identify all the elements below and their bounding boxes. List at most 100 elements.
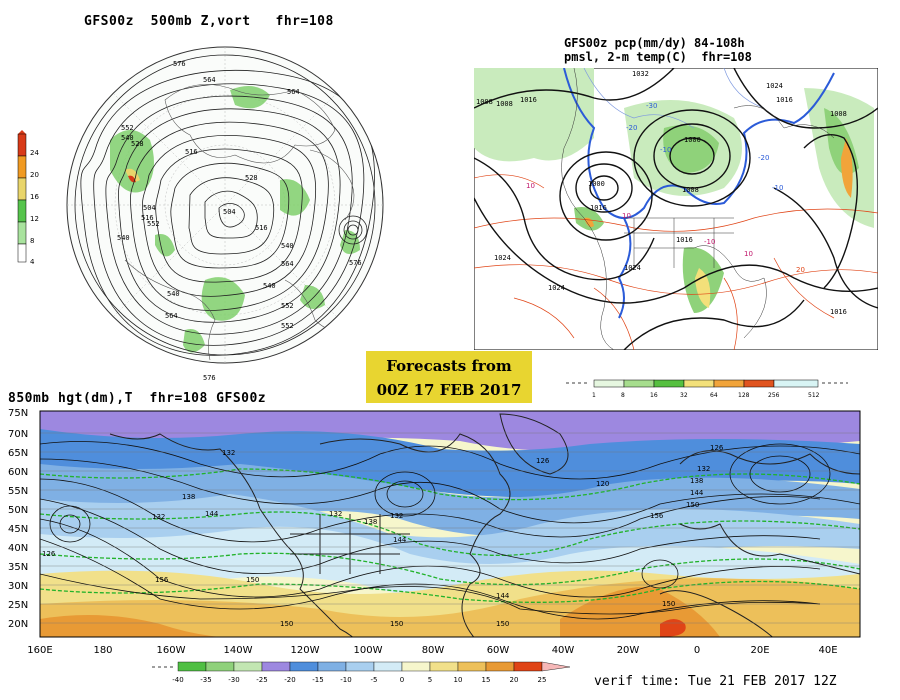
pcp-map-title-line2: pmsl, 2-m temp(C) fhr=108: [564, 50, 752, 64]
contour-label: 516: [255, 224, 268, 232]
height-label: 150: [390, 620, 403, 628]
contour-label: 564: [281, 260, 294, 268]
isobar-label: 1000: [684, 136, 701, 144]
temp-scale-label: 25: [538, 676, 547, 684]
latitude-label: 55N: [8, 486, 28, 497]
contour-label: 516: [185, 148, 198, 156]
temp-scale-label: -15: [312, 676, 323, 684]
temp-scale-label: 20: [510, 676, 519, 684]
isotherm-label: 10: [622, 212, 631, 220]
latitude-label: 75N: [8, 408, 28, 419]
isotherm-label: -10: [704, 238, 715, 246]
temp-scale-label: -10: [340, 676, 351, 684]
height-label: 132: [329, 510, 342, 518]
longitude-label: 20E: [750, 645, 769, 656]
latitude-label: 70N: [8, 429, 28, 440]
isobar-label: 1016: [676, 236, 693, 244]
height-label: 156: [650, 512, 664, 520]
contour-label: 564: [203, 76, 216, 84]
isobar-label: 1024: [494, 254, 511, 262]
longitude-label: 180: [93, 645, 112, 656]
pcp-scale-label: 256: [768, 392, 780, 399]
latitude-label: 35N: [8, 562, 28, 573]
longitude-label: 80W: [422, 645, 445, 656]
longitude-label: 160E: [27, 645, 52, 656]
height-label: 132: [152, 513, 165, 521]
longitude-label: 40W: [552, 645, 575, 656]
contour-label: 564: [287, 88, 300, 96]
height-label: 138: [364, 518, 377, 526]
height-label: 150: [662, 600, 675, 608]
contour-label: 528: [245, 174, 258, 182]
temp-scale-label: -5: [371, 676, 378, 684]
isobar-label: 1024: [548, 284, 565, 292]
temp-scale-label: -35: [200, 676, 211, 684]
pcp-pmsl-map: 1008 1016 1000 1032 1024 1016 1008 1000 …: [474, 68, 878, 350]
pcp-scale-label: 1: [592, 392, 596, 399]
isotherm-label: -30: [646, 102, 657, 110]
longitude-label: 100W: [354, 645, 383, 656]
contour-label: 528: [131, 140, 144, 148]
isotherm-label: -20: [626, 124, 637, 132]
contour-label: 540: [281, 242, 294, 250]
pcp-scale-label: 16: [650, 392, 658, 399]
height-label: 126: [536, 457, 550, 465]
isobar-label: 1032: [632, 70, 649, 78]
polar-500mb-map: 576 564 564 552 540 528 516 504 516 540 …: [66, 46, 384, 380]
vort-scale-label: 24: [30, 149, 39, 157]
vort-scale-label: 12: [30, 215, 39, 223]
contour-label: 540: [167, 290, 180, 298]
stamp-line2: 00Z 17 FEB 2017: [376, 381, 522, 399]
vort-scale-label: 4: [30, 258, 35, 266]
isotherm-label: -10: [660, 146, 671, 154]
isotherm-label: 10: [744, 250, 753, 258]
height-label: 156: [155, 576, 169, 584]
temp-scale-label: -20: [284, 676, 295, 684]
temp-scale-label: 15: [482, 676, 491, 684]
pcp-scale-label: 512: [808, 392, 820, 399]
isobar-label: 1016: [830, 308, 847, 316]
isobar-label: 1016: [520, 96, 537, 104]
contour-label: 540: [121, 134, 134, 142]
isobar-label: 1008: [496, 100, 513, 108]
temp-scale-label: -40: [172, 676, 183, 684]
contour-label: 552: [121, 124, 134, 132]
contour-label: 540: [263, 282, 276, 290]
longitude-label: 20W: [617, 645, 640, 656]
pcp-scale-label: 64: [710, 392, 718, 399]
longitude-label: 40E: [818, 645, 837, 656]
height-label: 150: [496, 620, 509, 628]
verification-time: verif time: Tue 21 FEB 2017 12Z: [594, 674, 837, 689]
height-label: 150: [246, 576, 259, 584]
height-label: 150: [280, 620, 293, 628]
contour-label: 516: [141, 214, 154, 222]
latitude-label: 50N: [8, 505, 28, 516]
polar-map-title: GFS00z 500mb Z,vort fhr=108: [84, 14, 334, 29]
contour-label: 576: [349, 259, 362, 267]
contour-label: 540: [117, 234, 130, 242]
height-label: 120: [596, 480, 609, 488]
latitude-label: 30N: [8, 581, 28, 592]
latitude-label: 45N: [8, 524, 28, 535]
stamp-line1: Forecasts from: [386, 357, 512, 375]
isobar-label: 1016: [776, 96, 793, 104]
pcp-scale-label: 32: [680, 392, 688, 399]
longitude-label: 140W: [224, 645, 253, 656]
latitude-label: 40N: [8, 543, 28, 554]
contour-label: 504: [143, 204, 156, 212]
contour-label: 576: [173, 60, 186, 68]
pcp-scale-label: 128: [738, 392, 750, 399]
850mb-mercator-map: 75N 70N 65N 60N 55N 50N 45N 40N 35N 30N …: [8, 408, 861, 656]
isobar-label: 1008: [476, 98, 493, 106]
pcp-color-scale: 1 8 16 32 64 128 256 512: [566, 379, 848, 399]
pcp-scale-label: 8: [621, 392, 625, 399]
pcp-map-title-line1: GFS00z pcp(mm/dy) 84-108h: [564, 36, 745, 50]
longitude-label: 160W: [157, 645, 186, 656]
contour-label: 504: [223, 208, 236, 216]
contour-label: 552: [147, 220, 160, 228]
isotherm-label: 10: [526, 182, 535, 190]
isobar-label: 1000: [588, 180, 605, 188]
contour-label: 576: [203, 374, 216, 380]
isobar-label: 1016: [590, 204, 607, 212]
temp-scale-label: 5: [428, 676, 432, 684]
